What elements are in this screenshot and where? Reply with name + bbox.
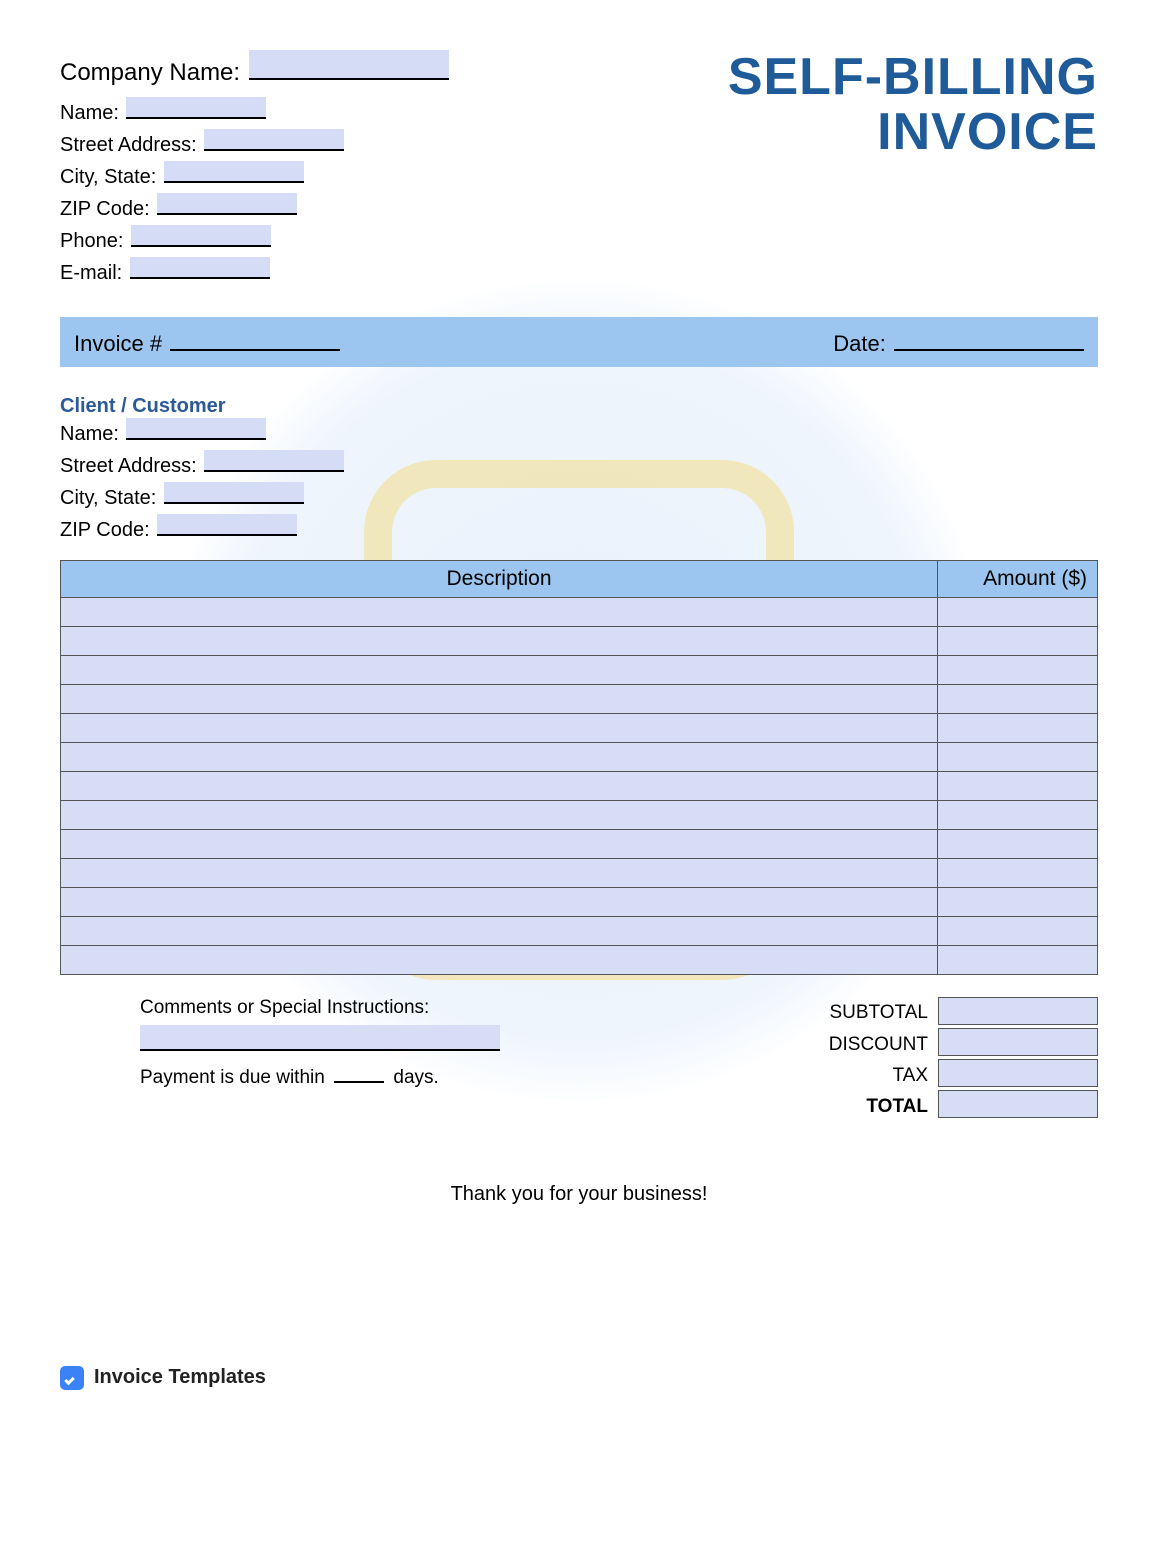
client-zip-label: ZIP Code: bbox=[60, 519, 150, 541]
email-input[interactable] bbox=[130, 257, 270, 279]
footer: Invoice Templates bbox=[60, 1366, 1098, 1390]
table-row bbox=[61, 627, 1098, 656]
title-line1: SELF-BILLING bbox=[728, 50, 1098, 105]
date-input[interactable] bbox=[894, 327, 1084, 351]
street-label: Street Address: bbox=[60, 134, 197, 156]
invoice-bar: Invoice # Date: bbox=[60, 317, 1098, 367]
amount-cell[interactable] bbox=[938, 946, 1098, 975]
table-row bbox=[61, 801, 1098, 830]
table-row bbox=[61, 685, 1098, 714]
description-cell[interactable] bbox=[61, 772, 938, 801]
client-name-input[interactable] bbox=[126, 418, 266, 440]
col-description: Description bbox=[61, 561, 938, 598]
table-row bbox=[61, 714, 1098, 743]
subtotal-value[interactable] bbox=[938, 997, 1098, 1025]
client-city-label: City, State: bbox=[60, 487, 156, 509]
description-cell[interactable] bbox=[61, 743, 938, 772]
name-label: Name: bbox=[60, 102, 119, 124]
tax-label: TAX bbox=[829, 1060, 928, 1091]
client-city-input[interactable] bbox=[164, 482, 304, 504]
company-block: Company Name: Name: Street Address: City… bbox=[60, 50, 449, 289]
table-row bbox=[61, 656, 1098, 685]
description-cell[interactable] bbox=[61, 888, 938, 917]
description-cell[interactable] bbox=[61, 830, 938, 859]
discount-label: DISCOUNT bbox=[829, 1029, 928, 1060]
client-name-label: Name: bbox=[60, 423, 119, 445]
invoice-number-label: Invoice # bbox=[74, 331, 162, 356]
phone-label: Phone: bbox=[60, 230, 123, 252]
description-cell[interactable] bbox=[61, 946, 938, 975]
items-table: Description Amount ($) bbox=[60, 560, 1098, 975]
amount-cell[interactable] bbox=[938, 801, 1098, 830]
street-input[interactable] bbox=[204, 129, 344, 151]
description-cell[interactable] bbox=[61, 656, 938, 685]
subtotal-label: SUBTOTAL bbox=[829, 997, 928, 1028]
zip-input[interactable] bbox=[157, 193, 297, 215]
amount-cell[interactable] bbox=[938, 627, 1098, 656]
paydue-days-input[interactable] bbox=[334, 1081, 384, 1083]
table-row bbox=[61, 743, 1098, 772]
total-label: TOTAL bbox=[829, 1091, 928, 1122]
client-street-input[interactable] bbox=[204, 450, 344, 472]
table-row bbox=[61, 946, 1098, 975]
description-cell[interactable] bbox=[61, 685, 938, 714]
amount-cell[interactable] bbox=[938, 888, 1098, 917]
client-street-label: Street Address: bbox=[60, 455, 197, 477]
amount-cell[interactable] bbox=[938, 772, 1098, 801]
phone-input[interactable] bbox=[131, 225, 271, 247]
amount-cell[interactable] bbox=[938, 743, 1098, 772]
table-row bbox=[61, 830, 1098, 859]
logo-icon bbox=[60, 1366, 84, 1390]
name-input[interactable] bbox=[126, 97, 266, 119]
footer-brand: Invoice Templates bbox=[94, 1366, 266, 1389]
amount-cell[interactable] bbox=[938, 685, 1098, 714]
totals-section: SUBTOTAL DISCOUNT TAX TOTAL bbox=[829, 997, 1098, 1122]
document-title: SELF-BILLING INVOICE bbox=[728, 50, 1098, 159]
invoice-number-input[interactable] bbox=[170, 327, 340, 351]
comments-input[interactable] bbox=[140, 1025, 500, 1051]
description-cell[interactable] bbox=[61, 917, 938, 946]
total-value[interactable] bbox=[938, 1090, 1098, 1118]
description-cell[interactable] bbox=[61, 714, 938, 743]
col-amount: Amount ($) bbox=[938, 561, 1098, 598]
table-row bbox=[61, 888, 1098, 917]
client-zip-input[interactable] bbox=[157, 514, 297, 536]
description-cell[interactable] bbox=[61, 598, 938, 627]
zip-label: ZIP Code: bbox=[60, 198, 150, 220]
amount-cell[interactable] bbox=[938, 859, 1098, 888]
city-input[interactable] bbox=[164, 161, 304, 183]
company-name-label: Company Name: bbox=[60, 59, 240, 86]
email-label: E-mail: bbox=[60, 262, 122, 284]
tax-value[interactable] bbox=[938, 1059, 1098, 1087]
amount-cell[interactable] bbox=[938, 656, 1098, 685]
table-row bbox=[61, 598, 1098, 627]
client-block: Name: Street Address: City, State: ZIP C… bbox=[60, 418, 1098, 546]
comments-heading: Comments or Special Instructions: bbox=[140, 997, 789, 1019]
table-row bbox=[61, 917, 1098, 946]
thank-you-text: Thank you for your business! bbox=[60, 1183, 1098, 1206]
company-name-input[interactable] bbox=[249, 50, 449, 80]
title-line2: INVOICE bbox=[728, 105, 1098, 160]
table-row bbox=[61, 859, 1098, 888]
date-label: Date: bbox=[833, 331, 886, 356]
amount-cell[interactable] bbox=[938, 714, 1098, 743]
discount-value[interactable] bbox=[938, 1028, 1098, 1056]
comments-section: Comments or Special Instructions: Paymen… bbox=[60, 997, 789, 1089]
paydue-prefix: Payment is due within bbox=[140, 1067, 325, 1088]
city-label: City, State: bbox=[60, 166, 156, 188]
amount-cell[interactable] bbox=[938, 917, 1098, 946]
description-cell[interactable] bbox=[61, 859, 938, 888]
amount-cell[interactable] bbox=[938, 598, 1098, 627]
amount-cell[interactable] bbox=[938, 830, 1098, 859]
description-cell[interactable] bbox=[61, 801, 938, 830]
description-cell[interactable] bbox=[61, 627, 938, 656]
client-heading: Client / Customer bbox=[60, 395, 1098, 418]
table-row bbox=[61, 772, 1098, 801]
paydue-suffix: days. bbox=[393, 1067, 438, 1088]
